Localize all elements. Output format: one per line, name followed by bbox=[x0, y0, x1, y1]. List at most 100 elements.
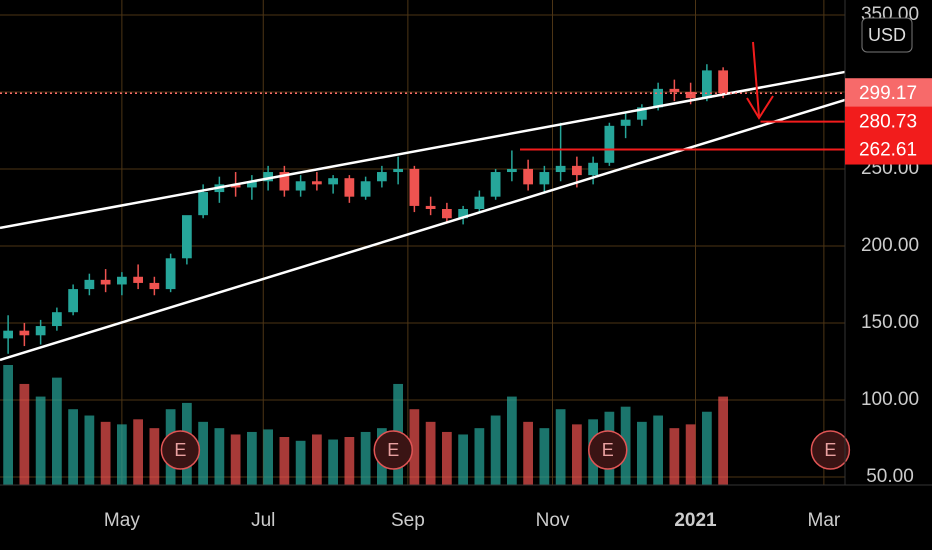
candle-body bbox=[409, 168, 420, 206]
earnings-marker bbox=[588, 430, 628, 470]
volume-bar bbox=[263, 429, 273, 485]
price-tag-label: 280.73 bbox=[859, 112, 917, 133]
volume-bar bbox=[19, 383, 30, 485]
candle-body bbox=[702, 70, 712, 99]
candle-body bbox=[685, 91, 696, 99]
volume-bar bbox=[685, 424, 696, 485]
volume-bar bbox=[507, 396, 517, 485]
volume-bar bbox=[409, 409, 420, 485]
volume-bar bbox=[279, 437, 290, 485]
candle-body bbox=[620, 119, 631, 126]
candle-body bbox=[117, 276, 127, 285]
earnings-marker bbox=[373, 430, 413, 470]
volume-bar bbox=[52, 377, 62, 485]
volume-bar bbox=[198, 421, 208, 485]
candle-body bbox=[165, 258, 176, 290]
price-tag bbox=[845, 106, 932, 137]
y-tick-label: 50.00 bbox=[866, 466, 914, 487]
candle-body bbox=[247, 181, 257, 188]
volume-bar bbox=[35, 396, 46, 485]
trendline bbox=[0, 98, 846, 362]
candle-body bbox=[539, 172, 550, 185]
x-tick-label: 2021 bbox=[674, 510, 717, 531]
volume-bar bbox=[490, 415, 501, 485]
price-tag-label: 299.17 bbox=[859, 83, 917, 104]
x-tick-label: Sep bbox=[391, 510, 425, 531]
currency-button-frame[interactable] bbox=[861, 17, 913, 53]
candle-body bbox=[198, 192, 208, 216]
volume-bar bbox=[328, 439, 338, 485]
x-tick-label: Jul bbox=[251, 510, 275, 531]
volume-bar bbox=[247, 431, 257, 485]
price-tag bbox=[845, 78, 932, 109]
trendline bbox=[0, 70, 846, 230]
candles bbox=[3, 64, 728, 354]
volume-bar bbox=[68, 409, 78, 485]
candle-body bbox=[425, 205, 436, 210]
candle-body bbox=[669, 88, 680, 92]
x-tick-label: Nov bbox=[536, 510, 570, 531]
volume-bar bbox=[312, 434, 322, 485]
candle-body bbox=[312, 181, 322, 185]
volume-bar bbox=[84, 415, 95, 485]
price-tag-label: 262.61 bbox=[859, 140, 917, 161]
grid bbox=[0, 0, 845, 485]
candle-body bbox=[572, 165, 582, 176]
price-tag bbox=[845, 134, 932, 165]
candle-body bbox=[133, 276, 143, 283]
earnings-label: E bbox=[174, 440, 186, 460]
volume-bar bbox=[230, 434, 241, 485]
candle-body bbox=[230, 184, 241, 188]
volume-bar bbox=[360, 431, 371, 485]
candle-body bbox=[442, 209, 452, 219]
candle-body bbox=[360, 181, 371, 197]
volume-bar bbox=[295, 440, 306, 485]
candle-body bbox=[604, 125, 615, 163]
volume-bar bbox=[214, 428, 225, 485]
earnings-label: E bbox=[824, 440, 836, 460]
currency-label[interactable]: USD bbox=[868, 25, 906, 45]
volume-bar bbox=[718, 396, 728, 485]
volume-bar bbox=[669, 428, 680, 485]
volume-bar bbox=[572, 424, 582, 485]
candle-body bbox=[474, 196, 485, 210]
volume-bar bbox=[442, 431, 452, 485]
candle-body bbox=[718, 70, 728, 94]
volume-bar bbox=[117, 424, 127, 485]
candle-body bbox=[35, 326, 46, 336]
arrow-annotation bbox=[746, 41, 774, 120]
volume-bar bbox=[702, 411, 712, 485]
y-tick-label: 150.00 bbox=[861, 312, 919, 333]
volume-bar bbox=[637, 421, 647, 485]
axes: 50.00100.00150.00200.00250.00300.00350.0… bbox=[104, 4, 932, 531]
candle-body bbox=[588, 162, 598, 176]
volume-bar bbox=[3, 365, 13, 485]
volume-bar bbox=[458, 434, 468, 485]
candle-body bbox=[279, 172, 290, 191]
candle-body bbox=[19, 330, 30, 336]
candle-body bbox=[52, 312, 62, 327]
currency-button[interactable]: USD bbox=[861, 17, 913, 53]
candle-body bbox=[555, 165, 566, 173]
candle-body bbox=[100, 279, 111, 285]
drawings bbox=[0, 70, 846, 362]
volume-bar bbox=[133, 419, 143, 485]
x-tick-label: May bbox=[104, 510, 140, 531]
candle-body bbox=[523, 168, 533, 185]
volume-bar bbox=[555, 409, 566, 485]
candle-body bbox=[490, 172, 501, 197]
y-tick-label: 100.00 bbox=[861, 389, 919, 410]
earnings-marker bbox=[160, 430, 201, 470]
candle-body bbox=[377, 172, 387, 182]
volume-bar bbox=[149, 428, 160, 485]
candle-body bbox=[182, 215, 192, 259]
candle-body bbox=[84, 279, 95, 290]
candle-body bbox=[295, 181, 306, 191]
y-tick-label: 200.00 bbox=[861, 235, 919, 256]
volume-bar bbox=[100, 421, 111, 485]
x-tick-label: Mar bbox=[808, 510, 841, 531]
candle-body bbox=[149, 282, 160, 290]
